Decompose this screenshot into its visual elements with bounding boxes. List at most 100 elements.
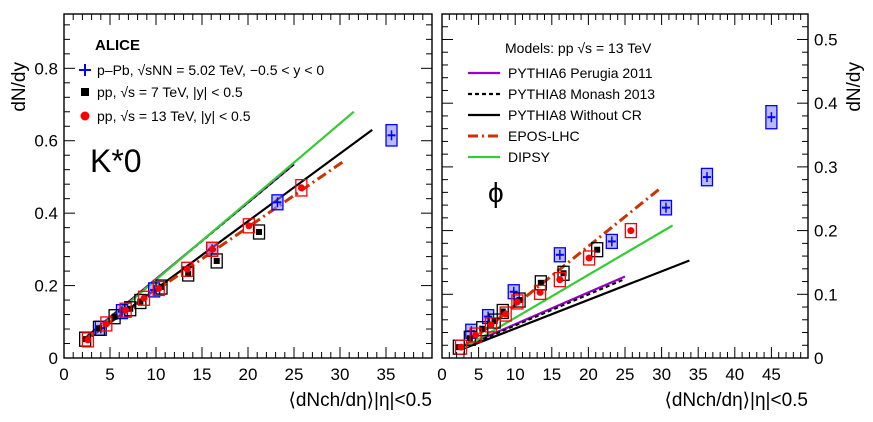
right-x-tick-label: 25 [616, 365, 635, 384]
right-point-pp-13-tev [457, 343, 465, 351]
right-sys-box-pp-13-tev [469, 327, 482, 343]
right-point-pp-13-tev [502, 310, 510, 318]
left-x-tick-label: 30 [331, 365, 350, 384]
legend-marker-ppb [79, 64, 91, 76]
right-point-pp-7-tev [537, 279, 544, 286]
model-legend-label: PYTHIA8 Monash 2013 [508, 86, 655, 102]
legend-label-pp7: pp, √s = 7 TeV, |y| < 0.5 [97, 84, 243, 100]
left-point-pp-13-tev [122, 306, 130, 314]
left-sys-box-pp-7-tev [134, 293, 147, 310]
right-x-tick-label: 10 [506, 365, 525, 384]
right-x-tick-label: 35 [689, 365, 708, 384]
left-sys-box-pp-13-tev [152, 280, 165, 297]
left-point-pp-13-tev [155, 284, 163, 292]
left-sys-box-pp-7-tev [252, 224, 266, 240]
right-sys-box-pp-7-tev [513, 292, 526, 308]
model-legend-label: PYTHIA8 Without CR [508, 107, 642, 123]
left-x-tick-label: 5 [105, 365, 114, 384]
left-y-tick-label: 0 [49, 349, 58, 368]
right-point-pp-13-tev [536, 288, 544, 296]
right-x-tick-label: 15 [542, 365, 561, 384]
right-sys-box-pp-13-tev [582, 250, 596, 266]
left-point-pp-13-tev [245, 222, 253, 230]
right-y-tick-label: 0.1 [814, 285, 838, 304]
right-y-axis-title: dN/dy [844, 62, 865, 112]
left-sys-box-pp-13-tev [295, 178, 308, 197]
left-point-pp-7-tev [256, 228, 263, 235]
left-y-axis-title: dN/dy [9, 62, 30, 112]
right-x-tick-label: 45 [762, 365, 781, 384]
model-legend-label: DIPSY [508, 149, 551, 165]
left-point-pp-7-tev [111, 313, 118, 320]
right-y-tick-label: 0.3 [814, 158, 838, 177]
right-sys-box-pp-13-tev [484, 317, 498, 333]
left-point-pp-7-tev [213, 257, 220, 264]
right-x-tick-label: 30 [652, 365, 671, 384]
right-sys-box-pp-13-tev [553, 271, 567, 288]
right-point-pp-7-tev [491, 318, 498, 325]
left-x-tick-label: 35 [377, 365, 396, 384]
right-y-tick-label: 0.4 [814, 94, 838, 113]
right-y-tick-label: 0 [814, 349, 823, 368]
model-legend-label: EPOS-LHC [508, 128, 580, 144]
left-y-tick-label: 0.2 [34, 277, 58, 296]
left-x-tick-label: 25 [285, 365, 304, 384]
left-point-pp-13-tev [297, 184, 305, 192]
left-sys-box-pp-13-tev [205, 241, 219, 258]
right-sys-box-pp-13-tev [533, 284, 547, 301]
left-x-tick-label: 0 [59, 365, 68, 384]
left-point-pp-7-tev [95, 325, 102, 332]
legend-marker-pp7 [81, 88, 89, 96]
left-particle-label: K*0 [90, 143, 142, 179]
left-point-pp-13-tev [140, 294, 148, 302]
left-sys-box-pp-13-tev [242, 218, 256, 234]
left-sys-box-pp-13-tev [137, 290, 151, 306]
left-point-pp-13-tev [102, 320, 110, 328]
right-point-pp-13-tev [556, 276, 564, 284]
legend-marker-pp13 [80, 111, 90, 121]
right-x-tick-label: 5 [474, 365, 483, 384]
left-point-pp-13-tev [183, 265, 191, 273]
left-x-tick-label: 10 [147, 365, 166, 384]
legend-label-ppb: p–Pb, √sNN = 5.02 TeV, −0.5 < y < 0 [97, 62, 324, 78]
left-point-pp-7-tev [185, 270, 192, 277]
right-y-tick-label: 0.2 [814, 222, 838, 241]
right-sys-box-pp-13-tev [511, 294, 524, 310]
right-point-pp-13-tev [472, 331, 480, 339]
right-point-pp-13-tev [585, 254, 593, 262]
right-x-axis-title: ⟨dNch/dη⟩|η|<0.5 [664, 390, 808, 411]
right-model-pythia8-monash-2013 [463, 278, 626, 349]
right-sys-box-pp-13-tev [499, 306, 512, 322]
right-point-pp-7-tev [594, 246, 601, 253]
left-sys-box-pp-13-tev [81, 332, 95, 348]
left-point-pp-7-tev [127, 305, 134, 312]
right-sys-box-pp-7-tev [496, 303, 509, 320]
right-x-tick-label: 0 [437, 365, 446, 384]
right-point-pp-7-tev [499, 308, 506, 315]
right-panel: 0 5 10 15 20 25 30 35 40 45 0 0.1 0.2 0.3 0.4 0.5 dN/dy… [437, 13, 865, 411]
right-point-pp-7-tev [479, 325, 486, 332]
left-x-axis-title: ⟨dNch/dη⟩|η|<0.5 [288, 390, 432, 411]
model-legend: PYTHIA6 Perugia 2011 PYTHIA8 Monash 2013 P… [468, 65, 655, 165]
left-sys-box-pp-13-tev [181, 261, 194, 277]
legend-label-pp13: pp, √s = 13 TeV, |y| < 0.5 [97, 108, 251, 124]
right-sys-box-pp-13-tev [454, 339, 468, 355]
models-title: Models: pp √s = 13 TeV [505, 40, 652, 56]
right-x-tick-label: 40 [725, 365, 744, 384]
right-particle-label: ϕ [488, 177, 504, 208]
alice-label: ALICE [95, 37, 140, 54]
right-point-pp-13-tev [627, 227, 635, 235]
right-model-pythia8-without-cr [463, 259, 690, 350]
left-sys-box-pp-13-tev [119, 302, 132, 318]
right-y-tick-label: 0.5 [814, 30, 838, 49]
data-legend: p–Pb, √sNN = 5.02 TeV, −0.5 < y < 0 pp, … [79, 62, 324, 124]
left-point-pp-7-tev [137, 298, 144, 305]
right-sys-box-pp-7-tev [591, 242, 604, 258]
left-x-tick-label: 20 [239, 365, 258, 384]
left-point-pp-13-tev [208, 245, 216, 253]
left-sys-box-pp-13-tev [100, 316, 113, 332]
right-point-pp-13-tev [513, 298, 521, 306]
left-sys-box-pp-7-tev [92, 320, 106, 336]
right-sys-box-pp-13-tev [624, 222, 638, 239]
